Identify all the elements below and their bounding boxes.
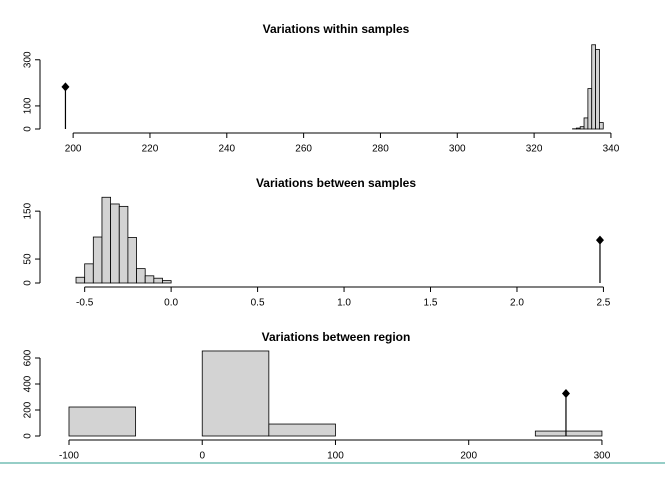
- y-tick-label: 300: [23, 51, 34, 68]
- bar: [599, 122, 604, 130]
- bar: [268, 423, 336, 437]
- x-tick-label: 200: [460, 451, 477, 462]
- bar: [136, 268, 146, 284]
- observed-marker: [595, 235, 604, 245]
- chart-title: Variations between samples: [256, 176, 416, 190]
- bar: [118, 205, 129, 284]
- x-tick-label: -100: [59, 451, 79, 462]
- bar: [579, 126, 585, 130]
- chart-title: Variations between region: [262, 330, 411, 344]
- observed-marker: [61, 82, 70, 92]
- bar: [201, 350, 270, 437]
- x-tick-label: 300: [449, 144, 466, 155]
- bar: [583, 117, 589, 130]
- bar: [92, 236, 103, 284]
- x-tick-label: 1.0: [337, 298, 351, 309]
- x-tick-label: 0: [199, 451, 205, 462]
- x-tick-label: -0.5: [76, 298, 94, 309]
- chart-title: Variations within samples: [263, 22, 410, 36]
- bar: [127, 237, 137, 284]
- x-tick-label: 0.5: [251, 298, 265, 309]
- y-tick-label: 600: [23, 349, 34, 366]
- x-tick-label: 320: [526, 144, 543, 155]
- y-tick-label: 400: [23, 375, 34, 392]
- x-tick-label: 260: [295, 144, 312, 155]
- bar: [534, 430, 603, 437]
- bar: [84, 263, 94, 284]
- bar: [144, 275, 155, 284]
- x-tick-label: 2.0: [510, 298, 524, 309]
- y-tick-label: 150: [23, 202, 34, 219]
- x-tick-label: 1.5: [424, 298, 438, 309]
- y-tick-label: 200: [23, 401, 34, 418]
- observed-marker: [561, 388, 570, 398]
- bar: [587, 88, 593, 130]
- x-tick-label: 280: [372, 144, 389, 155]
- bar: [591, 44, 596, 130]
- bar: [575, 127, 581, 130]
- y-tick-label: 50: [23, 253, 34, 265]
- x-tick-label: 0.0: [164, 298, 178, 309]
- bar: [162, 280, 172, 284]
- x-tick-label: 200: [65, 144, 82, 155]
- bar: [153, 277, 163, 284]
- y-tick-label: 0: [23, 280, 34, 286]
- x-tick-label: 340: [603, 144, 620, 155]
- y-tick-label: 0: [23, 126, 34, 132]
- bar: [75, 276, 86, 284]
- x-tick-label: 220: [142, 144, 159, 155]
- bar: [101, 196, 112, 284]
- y-tick-label: 100: [23, 97, 34, 114]
- bar: [110, 203, 120, 284]
- x-tick-label: 240: [218, 144, 235, 155]
- x-tick-label: 100: [327, 451, 344, 462]
- bar: [595, 48, 600, 130]
- bar: [68, 406, 137, 437]
- x-tick-label: 300: [594, 451, 611, 462]
- x-tick-label: 2.5: [596, 298, 610, 309]
- y-tick-label: 0: [23, 433, 34, 439]
